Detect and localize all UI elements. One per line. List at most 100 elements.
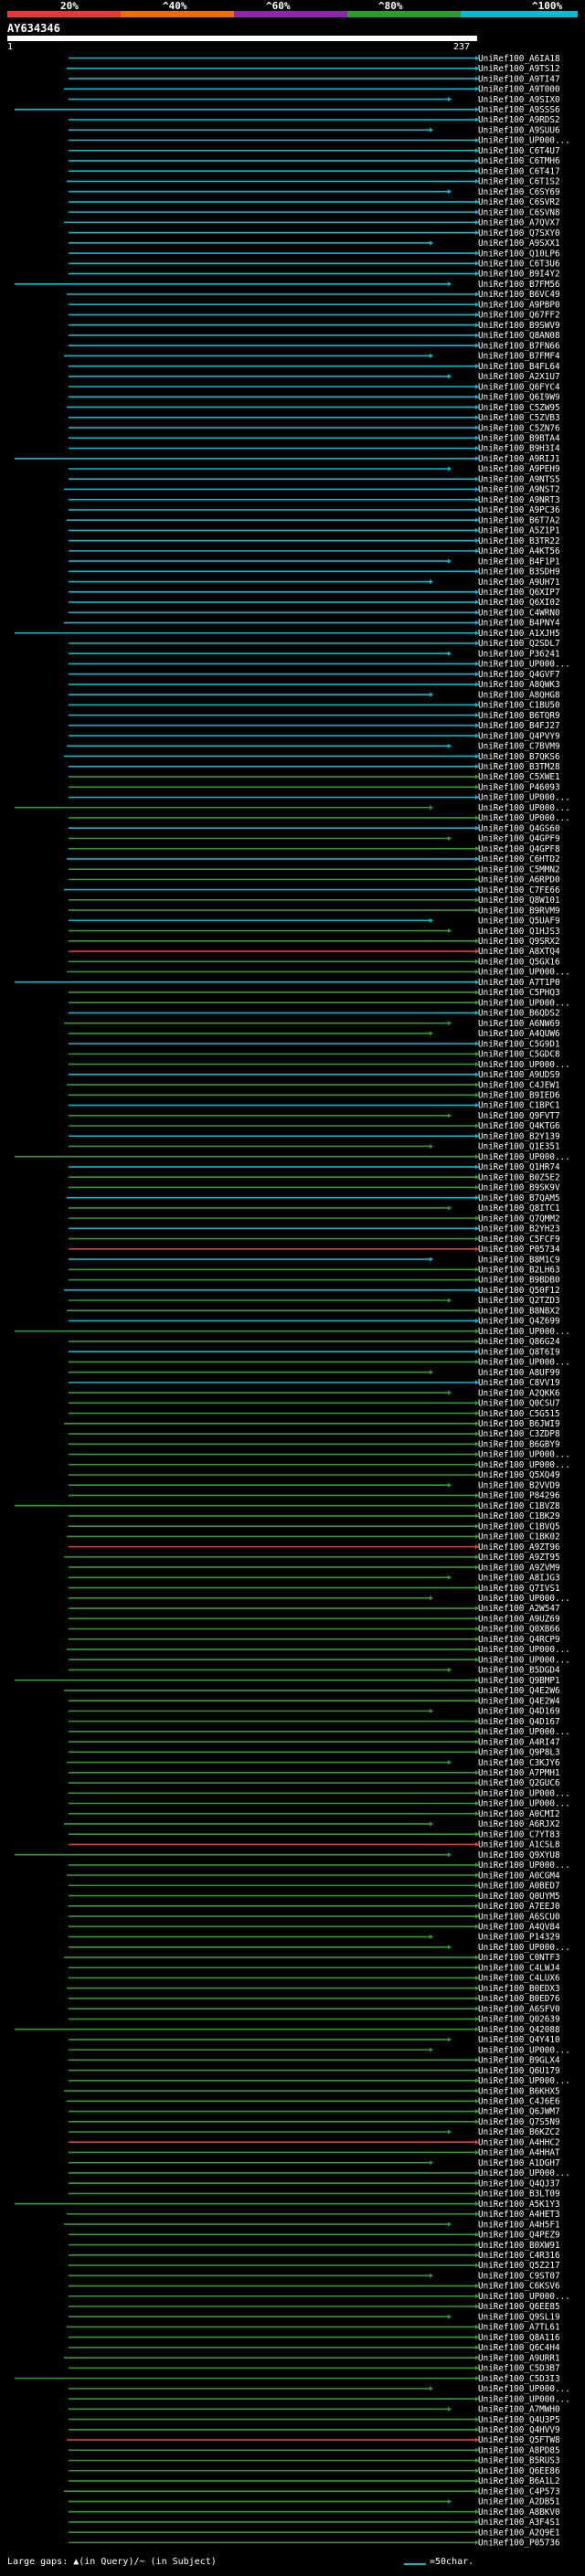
hit-label[interactable]: UniRef100_Q86G24	[478, 1337, 560, 1347]
hit-label[interactable]: UniRef100_B0EDX3	[478, 1984, 560, 1994]
hit-label[interactable]: UniRef100_Q6C4H4	[478, 2343, 560, 2353]
hit-label[interactable]: UniRef100_A9NST2	[478, 485, 560, 495]
hit-label[interactable]: UniRef100_B6TQR9	[478, 711, 560, 721]
hit-label[interactable]: UniRef100_UP000...	[478, 1788, 570, 1798]
hit-label[interactable]: UniRef100_A6IA18	[478, 54, 560, 64]
hit-label[interactable]: UniRef100_B9IED6	[478, 1091, 560, 1101]
hit-label[interactable]: UniRef100_B7FN66	[478, 341, 560, 351]
hit-label[interactable]: UniRef100_A9RDS2	[478, 115, 560, 125]
hit-label[interactable]: UniRef100_A8IJG3	[478, 1574, 560, 1584]
hit-label[interactable]: UniRef100_A9PBP0	[478, 300, 560, 310]
hit-label[interactable]: UniRef100_Q4QJ37	[478, 2178, 560, 2189]
hit-label[interactable]: UniRef100_A6RPD0	[478, 875, 560, 885]
hit-label[interactable]: UniRef100_C5D3I3	[478, 2374, 560, 2384]
hit-label[interactable]: UniRef100_UP000...	[478, 1943, 570, 1953]
hit-label[interactable]: UniRef100_A9UH71	[478, 578, 560, 588]
hit-label[interactable]: UniRef100_C5FCF9	[478, 1235, 560, 1245]
hit-label[interactable]: UniRef100_C1BVQ5	[478, 1521, 560, 1532]
hit-label[interactable]: UniRef100_A6RJX2	[478, 1819, 560, 1829]
hit-label[interactable]: UniRef100_UP000...	[478, 660, 570, 670]
hit-label[interactable]: UniRef100_B0XW91	[478, 2241, 560, 2251]
hit-label[interactable]: UniRef100_C5PHQ3	[478, 988, 560, 998]
hit-label[interactable]: UniRef100_C6SY69	[478, 187, 560, 197]
hit-label[interactable]: UniRef100_A9PC36	[478, 505, 560, 515]
hit-label[interactable]: UniRef100_Q5XQ49	[478, 1470, 560, 1480]
hit-label[interactable]: UniRef100_A0CMI2	[478, 1809, 560, 1819]
hit-label[interactable]: UniRef100_UP000...	[478, 1799, 570, 1809]
hit-label[interactable]: UniRef100_Q4Y410	[478, 2035, 560, 2045]
hit-label[interactable]: UniRef100_Q8T6I9	[478, 1347, 560, 1357]
hit-label[interactable]: UniRef100_P46093	[478, 782, 560, 792]
hit-label[interactable]: UniRef100_Q8ITC1	[478, 1203, 560, 1214]
hit-label[interactable]: UniRef100_Q0CSU7	[478, 1399, 560, 1409]
hit-label[interactable]: UniRef100_UP000...	[478, 2394, 570, 2404]
hit-label[interactable]: UniRef100_B3TM28	[478, 762, 560, 772]
hit-label[interactable]: UniRef100_A9PEH9	[478, 464, 560, 474]
hit-label[interactable]: UniRef100_Q4E2W6	[478, 1686, 560, 1696]
hit-label[interactable]: UniRef100_Q4D169	[478, 1707, 560, 1717]
hit-label[interactable]: UniRef100_C4R316	[478, 2251, 560, 2261]
hit-label[interactable]: UniRef100_UP000...	[478, 2076, 570, 2086]
hit-label[interactable]: UniRef100_Q67FF2	[478, 311, 560, 321]
hit-label[interactable]: UniRef100_B8M1C9	[478, 1255, 560, 1265]
hit-label[interactable]: UniRef100_C6T4U7	[478, 146, 560, 156]
hit-label[interactable]: UniRef100_C4WRN0	[478, 608, 560, 618]
hit-label[interactable]: UniRef100_UP000...	[478, 813, 570, 823]
hit-label[interactable]: UniRef100_A4RI47	[478, 1737, 560, 1747]
hit-label[interactable]: UniRef100_Q4KTG6	[478, 1121, 560, 1131]
hit-label[interactable]: UniRef100_C6SVN8	[478, 207, 560, 217]
hit-label[interactable]: UniRef100_C3ZDP8	[478, 1429, 560, 1439]
hit-label[interactable]: UniRef100_C6KSV6	[478, 2282, 560, 2292]
hit-label[interactable]: UniRef100_B4FL64	[478, 362, 560, 372]
hit-label[interactable]: UniRef100_Q7S5N9	[478, 2117, 560, 2127]
hit-label[interactable]: UniRef100_A9SXX1	[478, 239, 560, 249]
hit-label[interactable]: UniRef100_C7BVM9	[478, 742, 560, 752]
hit-label[interactable]: UniRef100_C0NTF3	[478, 1953, 560, 1963]
hit-label[interactable]: UniRef100_A6NW69	[478, 1019, 560, 1029]
hit-label[interactable]: UniRef100_B7QAM5	[478, 1193, 560, 1203]
hit-label[interactable]: UniRef100_B9RVM9	[478, 906, 560, 916]
hit-label[interactable]: UniRef100_A1XJH5	[478, 629, 560, 639]
hit-label[interactable]: UniRef100_A2Q9E1	[478, 2528, 560, 2538]
hit-label[interactable]: UniRef100_Q9BMP1	[478, 1676, 560, 1686]
hit-label[interactable]: UniRef100_Q8A116	[478, 2333, 560, 2343]
hit-label[interactable]: UniRef100_C4P573	[478, 2486, 560, 2496]
hit-label[interactable]: UniRef100_P05734	[478, 1245, 560, 1255]
hit-label[interactable]: UniRef100_B9BDB0	[478, 1276, 560, 1286]
hit-label[interactable]: UniRef100_C1BK02	[478, 1532, 560, 1542]
hit-label[interactable]: UniRef100_C9ST07	[478, 2271, 560, 2281]
hit-label[interactable]: UniRef100_UP000...	[478, 1358, 570, 1368]
hit-label[interactable]: UniRef100_C1BK29	[478, 1511, 560, 1521]
hit-label[interactable]: UniRef100_A9UZ69	[478, 1614, 560, 1624]
hit-label[interactable]: UniRef100_Q7SXY0	[478, 228, 560, 239]
hit-label[interactable]: UniRef100_C6HTD2	[478, 854, 560, 864]
hit-label[interactable]: UniRef100_Q9SL19	[478, 2312, 560, 2322]
hit-label[interactable]: UniRef100_C6SVR2	[478, 197, 560, 207]
hit-label[interactable]: UniRef100_B5DGD4	[478, 1666, 560, 1676]
hit-label[interactable]: UniRef100_A7T1P0	[478, 978, 560, 988]
hit-label[interactable]: UniRef100_UP000...	[478, 1655, 570, 1665]
hit-label[interactable]: UniRef100_A9ZT95	[478, 1553, 560, 1563]
hit-label[interactable]: UniRef100_B0Z5E2	[478, 1172, 560, 1182]
hit-label[interactable]: UniRef100_UP000...	[478, 1060, 570, 1070]
hit-label[interactable]: UniRef100_B6QDS2	[478, 1009, 560, 1019]
hit-label[interactable]: UniRef100_A1DGH7	[478, 2158, 560, 2168]
hit-label[interactable]: UniRef100_UP000...	[478, 1450, 570, 1460]
hit-label[interactable]: UniRef100_Q0XB66	[478, 1625, 560, 1635]
hit-label[interactable]: UniRef100_B6KZC2	[478, 2127, 560, 2137]
hit-label[interactable]: UniRef100_Q42088	[478, 2025, 560, 2035]
hit-label[interactable]: UniRef100_A9RIJ1	[478, 454, 560, 464]
hit-label[interactable]: UniRef100_UP000...	[478, 803, 570, 813]
hit-label[interactable]: UniRef100_C6T3U6	[478, 260, 560, 270]
hit-label[interactable]: UniRef100_C1BPC1	[478, 1101, 560, 1111]
hit-label[interactable]: UniRef100_Q9P8L3	[478, 1748, 560, 1758]
hit-label[interactable]: UniRef100_Q9SRX2	[478, 937, 560, 947]
hit-label[interactable]: UniRef100_C4JEW1	[478, 1080, 560, 1090]
hit-label[interactable]: UniRef100_B2Y139	[478, 1131, 560, 1141]
hit-label[interactable]: UniRef100_Q4PEZ9	[478, 2231, 560, 2241]
hit-label[interactable]: UniRef100_B6A1L2	[478, 2476, 560, 2486]
hit-label[interactable]: UniRef100_B7FMF4	[478, 352, 560, 362]
hit-label[interactable]: UniRef100_P05736	[478, 2539, 560, 2548]
hit-label[interactable]: UniRef100_A2DB51	[478, 2497, 560, 2507]
hit-label[interactable]: UniRef100_UP000...	[478, 1327, 570, 1337]
